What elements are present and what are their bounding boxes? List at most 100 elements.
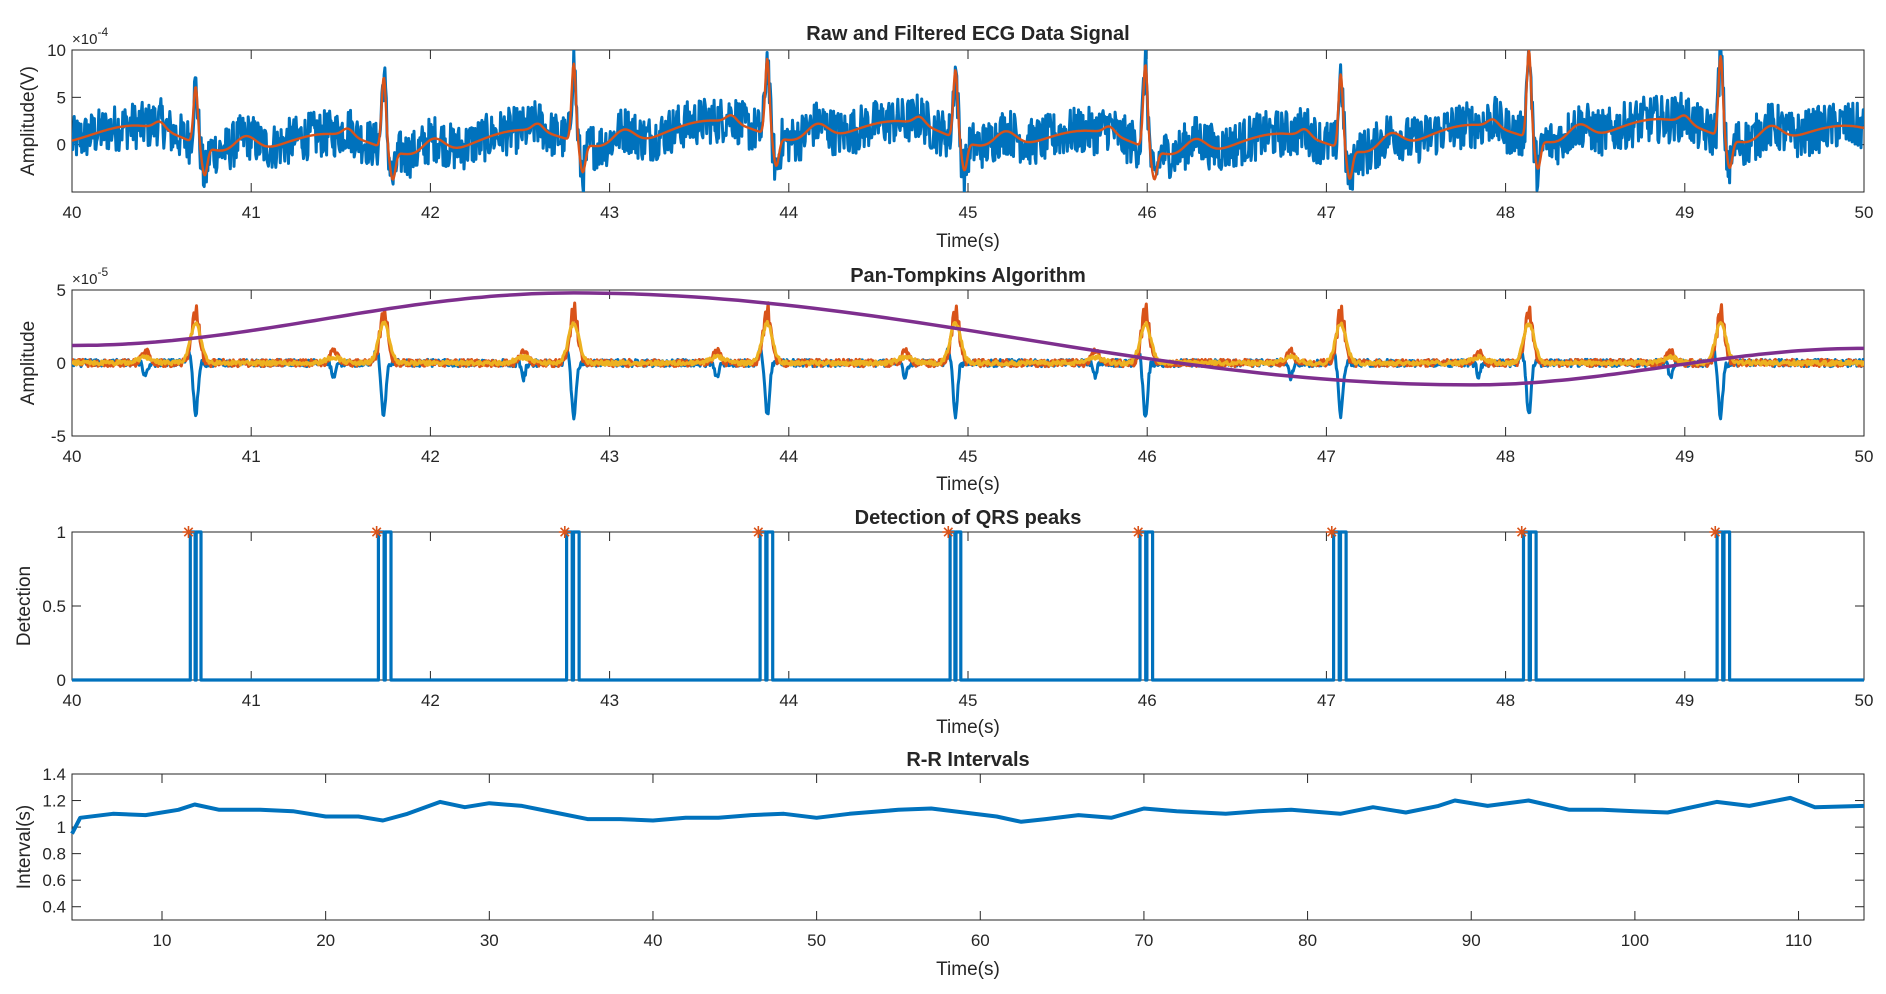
x-tick-label: 46	[1138, 203, 1157, 222]
y-tick-label: 0	[57, 136, 66, 155]
chart-title: Detection of QRS peaks	[855, 507, 1082, 529]
y-exponent-base: ×10	[72, 31, 97, 48]
y-tick-label: 0.5	[42, 597, 66, 616]
x-tick-label: 40	[63, 691, 82, 710]
x-tick-label: 45	[959, 447, 978, 466]
y-tick-label: 1.4	[42, 765, 66, 784]
x-tick-label: 40	[63, 203, 82, 222]
panel-rr-intervals: 10 20 30 40 50 60 70 80 90 100 110 0.4 0.6 0.8 1 1.2 1.4…	[14, 749, 1865, 980]
x-tick-label: 40	[644, 931, 663, 950]
y-tick-label: 1.2	[42, 792, 66, 811]
x-tick-label: 43	[600, 203, 619, 222]
qrs-peak-marker	[1325, 526, 1338, 538]
x-tick-label: 50	[1855, 203, 1874, 222]
x-tick-label: 30	[480, 931, 499, 950]
x-tick-label: 48	[1496, 203, 1515, 222]
series-filtered-line	[72, 50, 1864, 181]
x-tick-label: 42	[421, 447, 440, 466]
x-tick-label: 10	[153, 931, 172, 950]
qrs-peak-marker	[1515, 526, 1528, 538]
x-tick-label: 45	[959, 691, 978, 710]
x-tick-label: 44	[779, 447, 798, 466]
x-tick-label: 49	[1675, 203, 1694, 222]
y-tick-label: 0.4	[42, 898, 66, 917]
y-tick-label: 1	[57, 818, 66, 837]
x-tick-label: 46	[1138, 691, 1157, 710]
y-axis-label: Amplitude(V)	[18, 66, 39, 176]
x-axis-label: Time(s)	[936, 231, 1000, 252]
x-tick-label: 41	[242, 447, 261, 466]
x-tick-label: 43	[600, 691, 619, 710]
x-tick-label: 45	[959, 203, 978, 222]
x-tick-label: 90	[1462, 931, 1481, 950]
x-tick-label: 42	[421, 691, 440, 710]
panel-qrs-detection: 40 41 42 43 44 45 46 47 48 49 50 0 0.5 1 Detection of…	[14, 507, 1873, 738]
chart-title: Raw and Filtered ECG Data Signal	[806, 23, 1129, 45]
y-tick-label: -5	[51, 427, 66, 446]
x-tick-label: 44	[779, 691, 798, 710]
qrs-peak-marker	[182, 526, 195, 538]
y-tick-label: 10	[47, 41, 66, 60]
qrs-peak-marker	[942, 526, 955, 538]
panel-raw-filtered-ecg: 40 41 42 43 44 45 46 47 48 49 50 0 5 10 Raw and Filte…	[18, 23, 1873, 252]
plot-layer	[72, 291, 1864, 421]
qrs-peak-marker	[370, 526, 383, 538]
x-tick-label: 47	[1317, 203, 1336, 222]
x-tick-label: 20	[316, 931, 335, 950]
series-integrated-line	[72, 319, 1864, 367]
y-exponent-label: ×10-5	[72, 265, 108, 288]
tick-layer: 10 20 30 40 50 60 70 80 90 100 110 0.4 0.6 0.8 1 1.2 1.4	[42, 765, 1864, 950]
axes-box	[71, 773, 1865, 921]
y-exponent-power: -4	[97, 25, 108, 39]
y-tick-label: 0.6	[42, 871, 66, 890]
x-axis-label: Time(s)	[936, 474, 1000, 495]
y-tick-label: 1	[57, 523, 66, 542]
y-axis-label: Interval(s)	[14, 805, 35, 889]
x-tick-label: 50	[1855, 691, 1874, 710]
qrs-peak-marker	[1709, 526, 1722, 538]
chart-title: Pan-Tompkins Algorithm	[850, 265, 1086, 287]
x-tick-label: 110	[1785, 931, 1812, 950]
panel-pan-tompkins: 40 41 42 43 44 45 46 47 48 49 50 -5 0 5 Pan-Tompkins …	[18, 265, 1873, 495]
x-tick-label: 70	[1134, 931, 1153, 950]
x-tick-label: 48	[1496, 447, 1515, 466]
x-tick-label: 80	[1298, 931, 1317, 950]
x-tick-label: 43	[600, 447, 619, 466]
x-tick-label: 48	[1496, 691, 1515, 710]
y-tick-label: 0	[57, 354, 66, 373]
y-tick-label: 0	[57, 671, 66, 690]
x-tick-label: 50	[807, 931, 826, 950]
series-rr-line	[70, 795, 1865, 835]
x-tick-label: 50	[1855, 447, 1874, 466]
y-exponent-label: ×10-4	[72, 25, 108, 48]
tick-layer: 40 41 42 43 44 45 46 47 48 49 50 -5 0 5	[51, 281, 1874, 466]
chart-title: R-R Intervals	[906, 749, 1029, 771]
x-tick-label: 47	[1317, 691, 1336, 710]
plot-layer	[72, 526, 1864, 682]
x-tick-label: 47	[1317, 447, 1336, 466]
y-axis-label: Detection	[14, 566, 35, 646]
x-tick-label: 60	[971, 931, 990, 950]
x-tick-label: 42	[421, 203, 440, 222]
y-exponent-base: ×10	[72, 271, 97, 288]
y-tick-label: 5	[57, 88, 66, 107]
x-tick-label: 49	[1675, 447, 1694, 466]
qrs-peak-marker	[752, 526, 765, 538]
y-axis-label: Amplitude	[18, 321, 39, 406]
x-axis-label: Time(s)	[936, 717, 1000, 738]
tick-layer: 40 41 42 43 44 45 46 47 48 49 50 0 5 10	[47, 41, 1873, 222]
x-tick-label: 100	[1621, 931, 1649, 950]
plot-layer	[70, 795, 1865, 835]
x-tick-label: 41	[242, 203, 261, 222]
y-tick-label: 0.8	[42, 845, 66, 864]
series-threshold-line	[72, 291, 1864, 387]
x-axis-label: Time(s)	[936, 959, 1000, 980]
x-tick-label: 49	[1675, 691, 1694, 710]
y-exponent-power: -5	[97, 265, 108, 279]
x-tick-label: 40	[63, 447, 82, 466]
y-tick-label: 5	[57, 281, 66, 300]
qrs-peak-marker	[1132, 526, 1145, 538]
plot-layer	[72, 50, 1864, 192]
x-tick-label: 46	[1138, 447, 1157, 466]
